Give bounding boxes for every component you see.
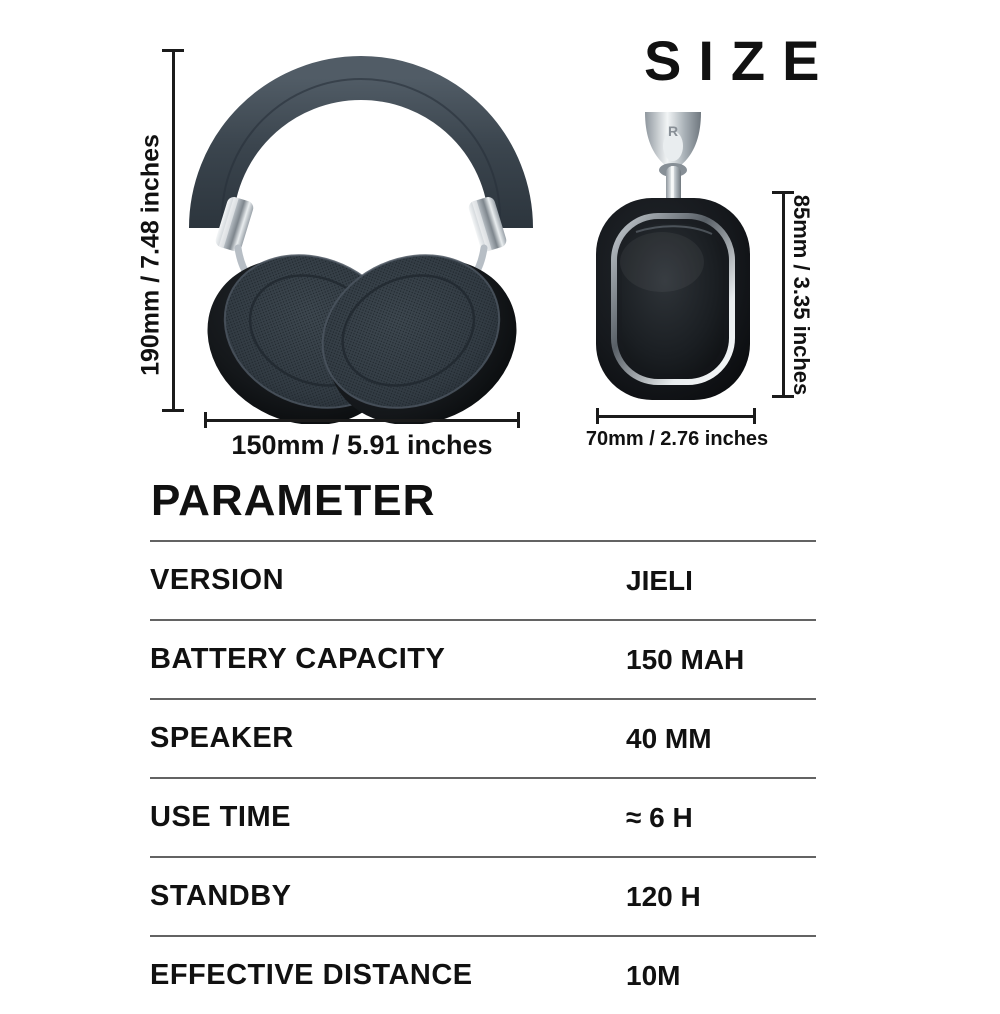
parameter-section-title: PARAMETER — [151, 476, 436, 525]
earcup-width-dimension-line — [596, 415, 756, 418]
earcup-width-left-tick — [596, 408, 599, 424]
headphone-width-label: 150mm / 5.91 inches — [231, 430, 493, 460]
row-label: SPEAKER — [150, 722, 294, 754]
row-value: JIELI — [626, 564, 693, 596]
height-dimension-bottom-tick — [162, 409, 184, 412]
size-section-title: SIZE — [644, 29, 837, 92]
row-value: ≈ 6 H — [626, 801, 693, 833]
left-chrome-connector — [215, 196, 254, 252]
row-value: 120 H — [626, 880, 701, 912]
headphones-front-view-image — [189, 56, 533, 424]
table-row-standby: STANDBY 120 H — [150, 856, 816, 935]
earcup-width-right-tick — [753, 408, 756, 424]
row-value: 150 MAH — [626, 643, 745, 675]
table-row-version: VERSION JIELI — [150, 540, 816, 619]
earcup-height-label: 85mm / 3.35 inches — [789, 194, 814, 396]
row-value: 10M — [626, 959, 681, 991]
height-dimension-top-tick — [162, 49, 184, 52]
width-dimension-line — [204, 419, 520, 422]
earcup-marking-label: R — [668, 123, 678, 139]
width-dimension-right-tick — [517, 412, 520, 428]
table-row-effective-distance: EFFECTIVE DISTANCE 10M — [150, 935, 816, 1014]
earcup-height-dimension-line — [782, 192, 785, 398]
earcup-height-top-tick — [772, 191, 794, 194]
headband-seam — [221, 78, 501, 219]
headband — [189, 56, 533, 229]
row-value: 40 MM — [626, 722, 712, 754]
table-row-speaker: SPEAKER 40 MM — [150, 698, 816, 777]
row-label: EFFECTIVE DISTANCE — [150, 959, 473, 991]
earcup-side-view-image: R — [596, 112, 750, 400]
row-label: BATTERY CAPACITY — [150, 643, 446, 675]
parameter-table: VERSION JIELI BATTERY CAPACITY 150 MAH S… — [150, 540, 816, 1014]
right-chrome-connector — [468, 197, 507, 252]
earcup-height-bottom-tick — [772, 395, 794, 398]
table-row-battery-capacity: BATTERY CAPACITY 150 MAH — [150, 619, 816, 698]
earcup-width-label: 70mm / 2.76 inches — [585, 428, 769, 450]
height-dimension-line — [172, 50, 175, 412]
row-label: USE TIME — [150, 801, 291, 833]
row-label: VERSION — [150, 564, 285, 596]
table-row-use-time: USE TIME ≈ 6 H — [150, 777, 816, 856]
row-label: STANDBY — [150, 880, 292, 912]
right-earcup — [321, 254, 517, 424]
side-view-cup — [596, 198, 750, 400]
width-dimension-left-tick — [204, 412, 207, 428]
headphone-height-label: 190mm / 7.48 inches — [136, 134, 165, 376]
